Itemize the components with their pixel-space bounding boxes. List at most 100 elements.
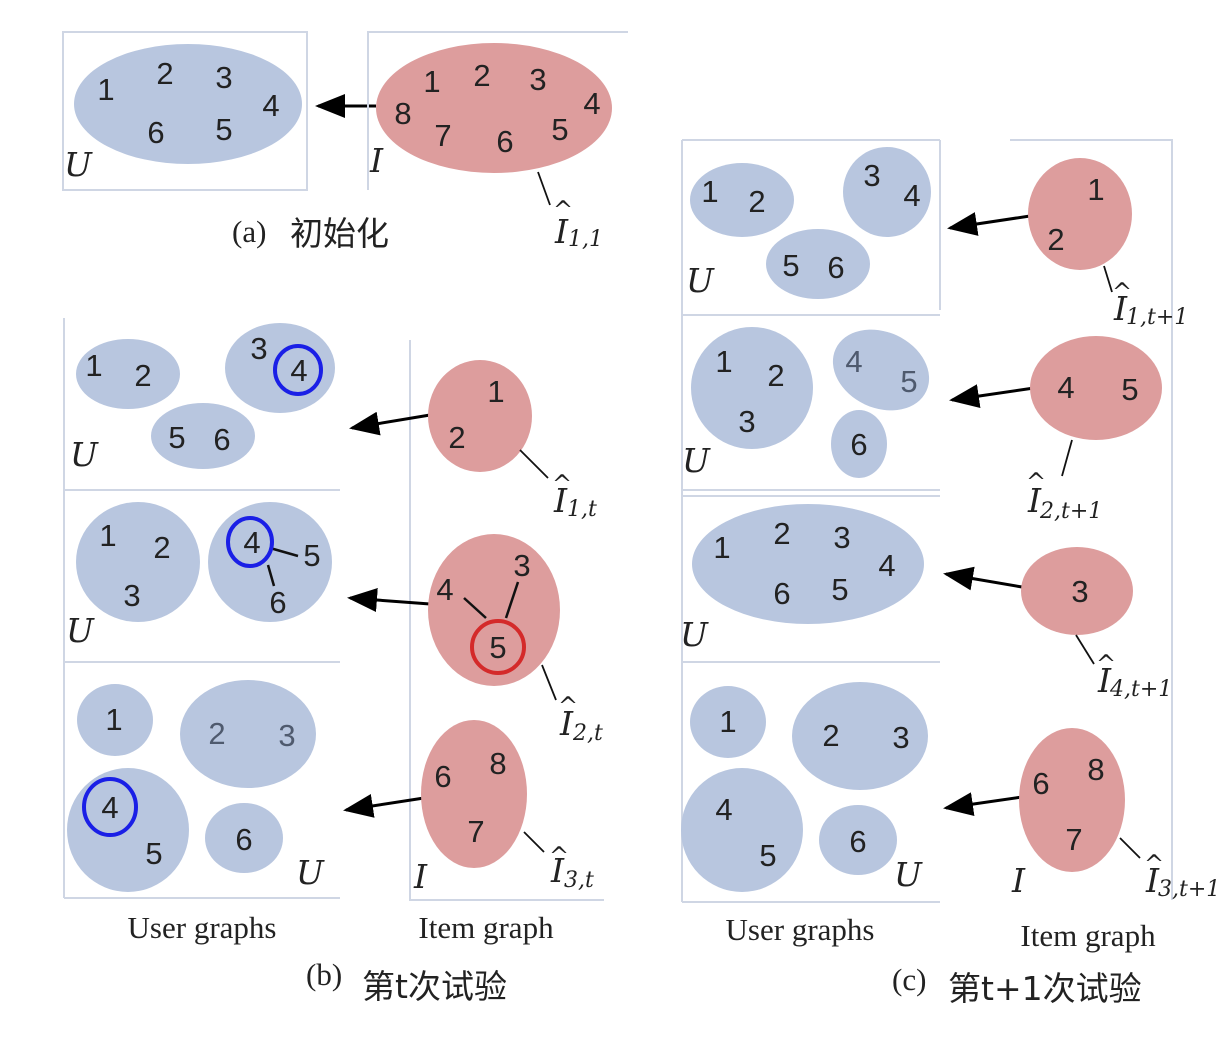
user-node: 1 xyxy=(719,704,736,739)
trial-t1-row-1: 1 2 3 4 5 6 U 1 2 ^ I 1,t+1 xyxy=(686,147,1188,330)
item-cluster-label: ^ I 4,t+1 xyxy=(1096,650,1172,702)
svg-text:^: ^ xyxy=(553,196,573,224)
item-graph-frame xyxy=(1010,139,1173,900)
assignment-arrow xyxy=(347,588,431,612)
user-node: 5 xyxy=(303,538,320,573)
item-node: 6 xyxy=(496,124,513,159)
item-cluster xyxy=(421,720,527,868)
assignment-arrow xyxy=(943,792,1023,817)
user-node: 6 xyxy=(773,576,790,611)
item-node: 6 xyxy=(434,759,451,794)
item-edge xyxy=(463,597,487,619)
svg-text:2,t: 2,t xyxy=(572,721,603,746)
item-node: 4 xyxy=(436,572,453,607)
assignment-arrow xyxy=(343,794,425,818)
item-node: 8 xyxy=(489,746,506,781)
item-graph-header: Item graph xyxy=(418,910,554,945)
item-node: 2 xyxy=(1047,222,1064,257)
user-node: 1 xyxy=(97,72,114,107)
user-node: 4 xyxy=(845,344,862,379)
user-edge xyxy=(266,564,276,587)
item-node: 7 xyxy=(467,814,484,849)
svg-text:^: ^ xyxy=(549,842,569,870)
assignment-arrow xyxy=(949,384,1035,408)
user-node: 4 xyxy=(903,178,920,213)
item-cluster xyxy=(428,360,532,472)
user-node: 1 xyxy=(701,174,718,209)
user-node: 2 xyxy=(208,716,225,751)
user-cluster xyxy=(151,403,255,469)
user-node: 5 xyxy=(145,836,162,871)
user-node: 3 xyxy=(833,520,850,555)
caption-tag: (c) xyxy=(892,962,926,997)
user-node: 3 xyxy=(123,578,140,613)
user-cluster xyxy=(766,229,870,299)
item-node: 4 xyxy=(1057,370,1074,405)
item-node: 1 xyxy=(487,374,504,409)
caption-tag: (a) xyxy=(232,214,266,249)
item-node: 4 xyxy=(583,86,600,121)
user-node: 4 xyxy=(262,88,279,123)
user-cluster xyxy=(77,684,153,756)
cluster-leader-line xyxy=(1119,837,1141,859)
item-set-label: I xyxy=(1011,861,1026,900)
item-edge xyxy=(504,581,520,619)
assignment-arrow xyxy=(947,212,1031,236)
item-node: 5 xyxy=(1121,372,1138,407)
item-node: 2 xyxy=(448,420,465,455)
user-set-label: U xyxy=(296,853,325,892)
user-set-label: U xyxy=(66,611,95,650)
user-node: 2 xyxy=(773,516,790,551)
svg-text:I: I xyxy=(559,704,574,743)
item-graph-frame xyxy=(409,340,604,901)
svg-text:3,t: 3,t xyxy=(564,868,594,893)
cluster-leader-line xyxy=(1075,634,1095,665)
cluster-leader-line xyxy=(541,664,557,701)
user-node: 2 xyxy=(822,718,839,753)
user-node: 1 xyxy=(99,518,116,553)
trial-t1-row-2: 1 2 3 4 5 6 U 4 5 ^ I 2,t+1 xyxy=(682,327,1162,524)
user-node: 1 xyxy=(715,344,732,379)
user-edge xyxy=(269,546,299,558)
caption-text: 初始化 xyxy=(290,214,389,253)
user-cluster xyxy=(690,686,766,758)
item-cluster xyxy=(376,43,612,173)
user-node: 1 xyxy=(713,530,730,565)
item-cluster-label: ^ I 2,t+1 xyxy=(1026,468,1102,524)
svg-text:1,1: 1,1 xyxy=(568,227,603,252)
user-cluster xyxy=(205,803,283,873)
item-node: 3 xyxy=(529,62,546,97)
user-graphs-header: User graphs xyxy=(726,912,875,947)
user-cluster xyxy=(692,504,924,624)
item-cluster xyxy=(1030,336,1162,440)
user-node: 3 xyxy=(215,60,232,95)
user-node: 6 xyxy=(213,422,230,457)
item-node: 1 xyxy=(423,64,440,99)
svg-text:I: I xyxy=(550,851,565,890)
user-node: 6 xyxy=(235,822,252,857)
item-node: 5 xyxy=(489,630,506,665)
user-cluster xyxy=(180,680,316,788)
item-node: 6 xyxy=(1032,766,1049,801)
user-node: 2 xyxy=(134,358,151,393)
user-set-label: U xyxy=(680,615,709,654)
item-node: 7 xyxy=(434,118,451,153)
item-node: 7 xyxy=(1065,822,1082,857)
svg-text:3,t+1: 3,t+1 xyxy=(1158,877,1220,902)
user-node: 5 xyxy=(168,420,185,455)
caption-tag: (b) xyxy=(306,957,342,992)
panel-c: 1 2 3 4 5 6 U 1 2 ^ I 1,t+1 1 2 3 xyxy=(680,139,1220,1008)
svg-text:I: I xyxy=(1145,861,1160,900)
user-cluster xyxy=(225,323,335,413)
item-node: 3 xyxy=(513,548,530,583)
user-node: 5 xyxy=(900,364,917,399)
user-cluster xyxy=(691,327,813,449)
item-cluster-label: ^ I 1,1 xyxy=(553,196,603,252)
highlighted-item-ring xyxy=(470,619,526,675)
user-node: 3 xyxy=(863,158,880,193)
user-node: 5 xyxy=(759,838,776,873)
user-node: 3 xyxy=(250,331,267,366)
trial-t-row-2: 1 2 3 4 5 6 U 4 3 5 ^ I 2,t xyxy=(66,502,603,746)
svg-text:I: I xyxy=(554,212,569,251)
user-cluster xyxy=(690,163,794,237)
